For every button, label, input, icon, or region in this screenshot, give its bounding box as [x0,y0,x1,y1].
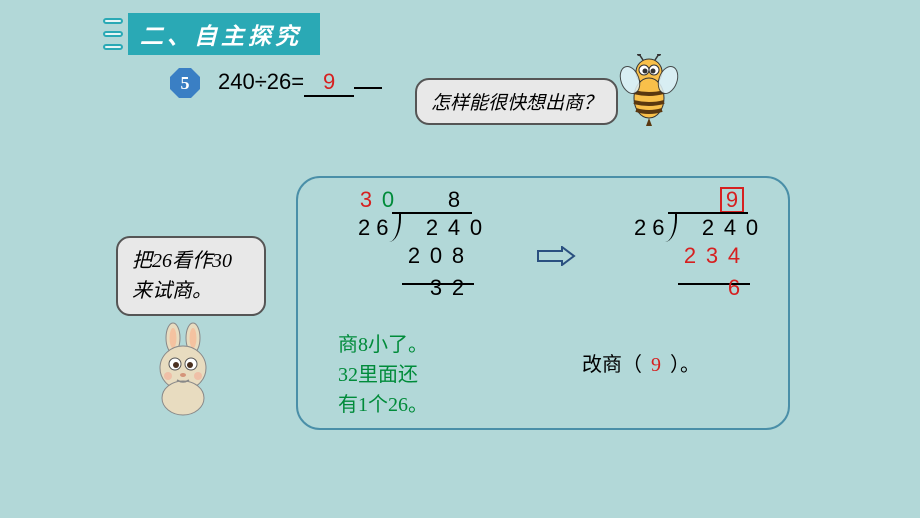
revised-quotient-box: 9 [720,187,744,213]
comment-revise-quotient: 改商（ 9 ）。 [582,348,700,377]
equation-answer: 9 [304,69,354,97]
rabbit-icon [140,322,226,418]
long-division-2: 9 26 2 4 0 2 3 4 6 [610,186,780,302]
binder-rings-icon [98,14,128,54]
equation-expression: 240÷26= [218,69,304,94]
hint-line2: 来试商。 [132,280,212,302]
comment-trial-too-small: 商8小了。 32里面还 有1个26。 [338,330,428,420]
arrow-right-icon [536,246,576,266]
blank-underline [354,87,382,89]
question-bubble: 怎样能很快想出商？ [415,78,618,125]
section-header: 二、自主探究 [98,14,378,54]
hint-bubble: 把26看作30 来试商。 [116,236,266,316]
trial-quotient: 8 [444,187,466,213]
equation: 240÷26=9 [218,69,382,97]
bee-icon [616,54,682,130]
problem-number-badge: 5 [170,68,200,98]
trial-divisor-ones: 0 [378,187,400,213]
long-division-1: 3 0 8 26 2 4 0 2 0 8 3 2 [334,186,504,302]
hint-line1: 把26看作30 [132,250,232,272]
trial-divisor-tens: 3 [356,187,378,213]
header-title: 二、自主探究 [128,13,320,55]
problem-row: 5 240÷26=9 [170,68,382,98]
